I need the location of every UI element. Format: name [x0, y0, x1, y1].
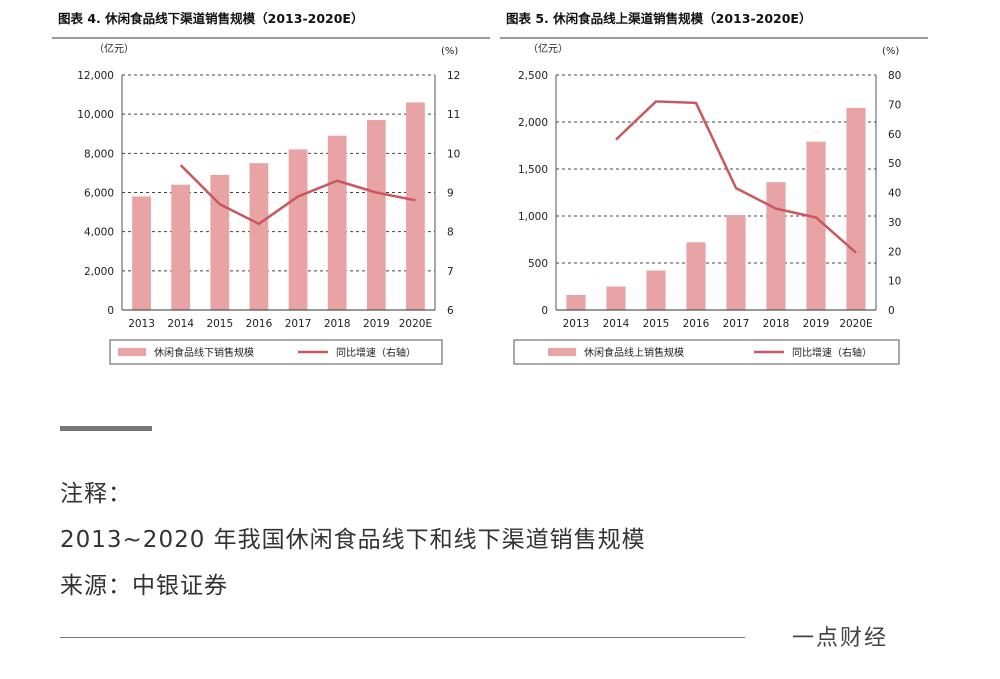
- bar: [406, 102, 425, 310]
- right-axis-unit: (%): [441, 46, 458, 57]
- chart-panel-online: 图表 5. 休闲食品线上渠道销售规模（2013-2020E） （亿元） (%) 0 5…: [500, 0, 928, 380]
- bar: [327, 135, 347, 310]
- bar: [171, 184, 191, 310]
- section-divider: [60, 426, 152, 431]
- y2-tick-label: 7: [447, 266, 454, 278]
- y-tick-label: 1,000: [518, 211, 548, 223]
- y-tick-label: 6,000: [84, 188, 114, 200]
- x-tick-label: 2013: [563, 318, 590, 330]
- note-label: 注释：: [60, 481, 132, 507]
- legend-box: [109, 339, 443, 365]
- left-axis-unit: （亿元）: [528, 42, 568, 55]
- bar: [766, 182, 786, 310]
- note-source: 来源：中银证券: [60, 573, 228, 599]
- x-tick-label: 2016: [683, 318, 710, 330]
- brand-name: 一点财经: [792, 626, 889, 651]
- y-tick-label: 0: [107, 305, 114, 317]
- footer-divider: [60, 637, 745, 638]
- y-tick-label: 8,000: [84, 148, 114, 160]
- y2-tick-label: 50: [888, 158, 901, 170]
- x-tick-label: 2014: [603, 318, 630, 330]
- y2-tick-label: 70: [888, 99, 901, 111]
- x-tick-label: 2017: [285, 318, 312, 330]
- title-rule: [500, 37, 928, 39]
- x-tick-label: 2018: [324, 318, 351, 330]
- y-tick-label: 0: [541, 305, 548, 317]
- y2-tick-label: 11: [447, 109, 460, 121]
- bar: [132, 196, 151, 310]
- title-rule: [52, 37, 490, 39]
- x-tick-label: 2020E: [839, 318, 872, 330]
- legend-label-line: 同比增速（右轴）: [336, 346, 416, 359]
- legend-box: [513, 339, 900, 365]
- legend-label-bar: 休闲食品线上销售规模: [584, 346, 684, 359]
- x-tick-label: 2017: [723, 318, 750, 330]
- y-tick-label: 2,000: [518, 117, 548, 129]
- x-tick-label: 2015: [206, 318, 233, 330]
- chart-title: 图表 5. 休闲食品线上渠道销售规模（2013-2020E）: [506, 11, 812, 26]
- bar: [566, 294, 586, 310]
- y-tick-label: 12,000: [77, 70, 114, 82]
- y-tick-label: 4,000: [84, 227, 114, 239]
- legend-swatch-bar: [548, 348, 576, 356]
- bar: [249, 163, 269, 310]
- y2-tick-label: 6: [447, 305, 454, 317]
- bar: [366, 120, 386, 311]
- x-tick-label: 2019: [803, 318, 830, 330]
- y-tick-label: 2,000: [84, 266, 114, 278]
- right-axis-unit: (%): [882, 46, 899, 57]
- y2-tick-label: 30: [888, 217, 901, 229]
- left-axis-unit: （亿元）: [94, 42, 134, 55]
- online-sales-chart: （亿元） (%) 0 500 1,000 1,500 2,000 2,500 0 10 20 30 40…: [513, 42, 901, 365]
- x-tick-label: 2016: [246, 318, 273, 330]
- x-tick-label: 2014: [167, 318, 194, 330]
- x-tick-label: 2019: [363, 318, 390, 330]
- bar: [846, 107, 866, 311]
- y-tick-label: 2,500: [518, 70, 548, 82]
- bar: [806, 141, 826, 310]
- bar: [288, 149, 308, 310]
- offline-sales-chart: （亿元） (%) 0 2,000 4,000 6,000 8,000 10,000 12,000…: [77, 42, 460, 365]
- x-tick-label: 2013: [128, 318, 155, 330]
- bar: [686, 242, 706, 310]
- legend-label-line: 同比增速（右轴）: [792, 346, 872, 359]
- y2-tick-label: 12: [447, 70, 460, 82]
- legend-label-bar: 休闲食品线下销售规模: [154, 346, 254, 359]
- legend-swatch-bar: [118, 348, 146, 356]
- y-tick-label: 10,000: [77, 109, 114, 121]
- bar: [606, 286, 626, 310]
- y2-tick-label: 10: [888, 276, 901, 288]
- y-tick-label: 500: [528, 258, 548, 270]
- y2-tick-label: 0: [888, 305, 895, 317]
- y-tick-label: 1,500: [518, 164, 548, 176]
- x-tick-label: 2015: [643, 318, 670, 330]
- y2-tick-label: 80: [888, 70, 901, 82]
- y2-tick-label: 9: [447, 188, 454, 200]
- chart-panel-offline: 图表 4. 休闲食品线下渠道销售规模（2013-2020E） （亿元） (%) 0 2…: [52, 0, 490, 380]
- x-tick-label: 2018: [763, 318, 790, 330]
- bar: [646, 270, 666, 310]
- note-text: 2013~2020 年我国休闲食品线下和线下渠道销售规模: [60, 527, 646, 553]
- x-tick-label: 2020E: [399, 318, 432, 330]
- y2-tick-label: 40: [888, 188, 901, 200]
- chart-title: 图表 4. 休闲食品线下渠道销售规模（2013-2020E）: [58, 11, 364, 26]
- y2-tick-label: 60: [888, 129, 901, 141]
- bar: [726, 215, 746, 310]
- y2-tick-label: 8: [447, 227, 454, 239]
- y2-tick-label: 20: [888, 246, 901, 258]
- bar: [210, 174, 230, 310]
- y2-tick-label: 10: [447, 148, 460, 160]
